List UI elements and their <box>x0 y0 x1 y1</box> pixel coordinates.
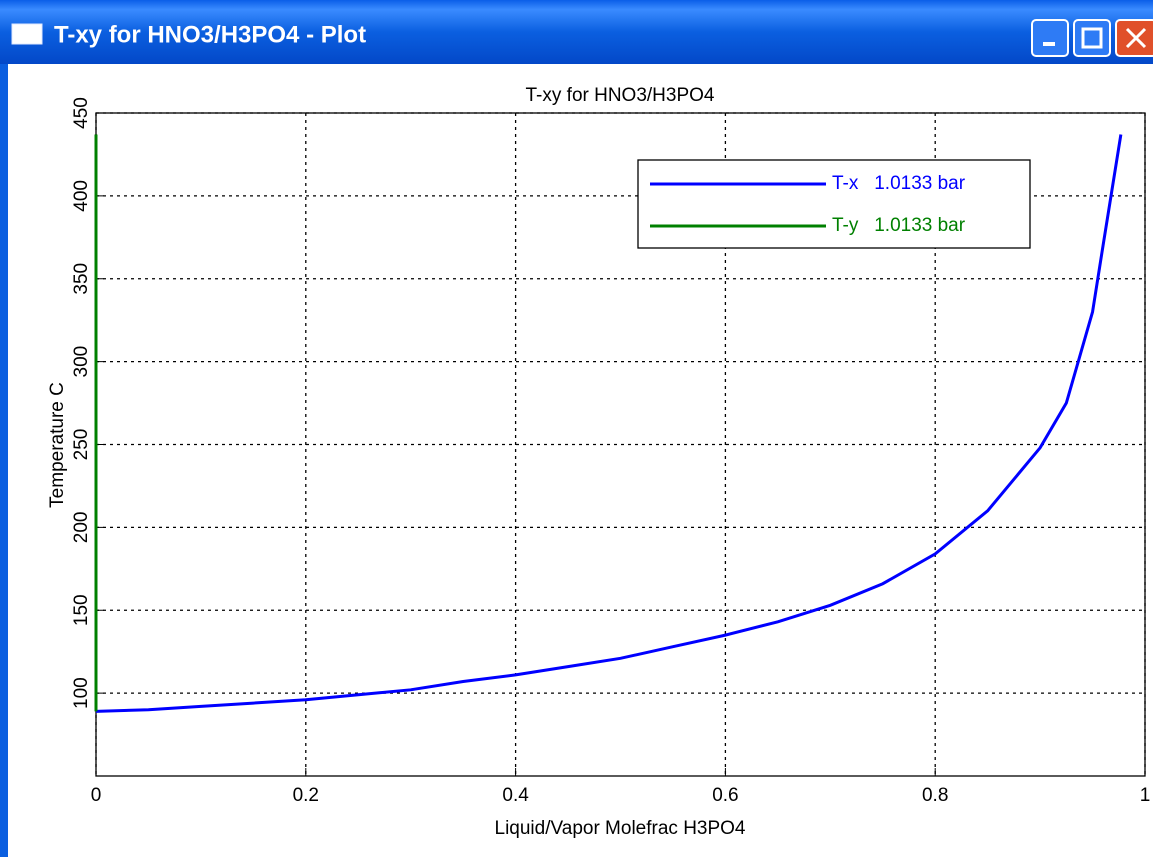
window-icon <box>11 23 43 45</box>
legend-box <box>637 159 1031 249</box>
y-tick-label: 150 <box>71 594 92 626</box>
x-tick-label: 0 <box>91 785 102 806</box>
maximize-button[interactable] <box>1073 19 1111 57</box>
y-tick-label: 300 <box>71 346 92 378</box>
x-tick-label: 1 <box>1140 785 1151 806</box>
legend-label: T-x 1.0133 bar <box>832 173 966 194</box>
x-tick-label: 0.2 <box>293 785 319 806</box>
y-axis-label: Temperature C <box>47 382 68 508</box>
chart-title: T-xy for HNO3/H3PO4 <box>526 85 715 106</box>
y-tick-label: 100 <box>71 677 92 709</box>
y-tick-label: 400 <box>71 180 92 212</box>
x-tick-label: 0.4 <box>502 785 529 806</box>
minimize-button[interactable] <box>1031 19 1069 57</box>
x-axis-label: Liquid/Vapor Molefrac H3PO4 <box>495 818 746 839</box>
y-tick-label: 200 <box>71 512 92 544</box>
x-tick-label: 0.6 <box>712 785 738 806</box>
maximize-icon <box>1081 27 1103 49</box>
title-bar <box>0 0 1153 64</box>
y-tick-label: 450 <box>71 97 92 129</box>
minimize-icon <box>1043 42 1055 46</box>
y-tick-label: 350 <box>71 263 92 295</box>
legend-label: T-y 1.0133 bar <box>832 215 966 236</box>
close-icon <box>1125 27 1147 49</box>
series-line <box>95 134 1123 713</box>
window-title: T-xy for HNO3/H3PO4 - Plot <box>54 21 366 48</box>
y-tick-label: 250 <box>71 429 92 461</box>
x-tick-label: 0.8 <box>922 785 948 806</box>
